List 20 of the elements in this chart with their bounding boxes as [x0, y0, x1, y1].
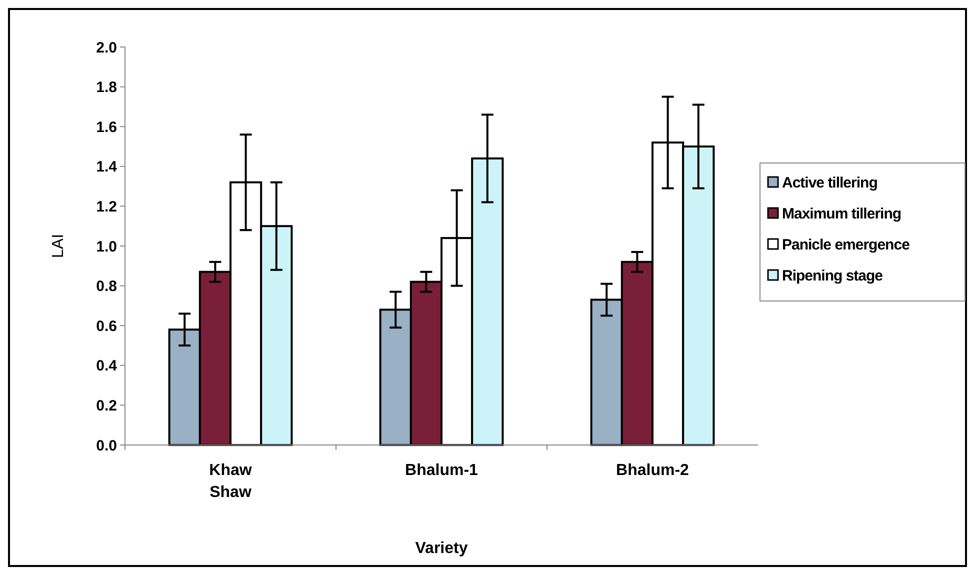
- y-tick-label: 1.4: [96, 158, 118, 176]
- y-tick-label: 2.0: [96, 39, 117, 56]
- x-tick-label: Khaw Shaw: [209, 462, 252, 501]
- y-axis-title: LAI: [50, 234, 67, 258]
- y-tick-label: 0.6: [96, 318, 117, 335]
- y-tick-label: 1.8: [96, 79, 117, 96]
- x-tick-label: Bhalum-2: [616, 462, 690, 479]
- x-axis-title: Variety: [415, 540, 468, 557]
- y-tick-label: 1.6: [96, 118, 117, 136]
- legend-label: Maximum tillering: [782, 205, 902, 222]
- y-tick-label: 0.2: [96, 397, 117, 414]
- y-tick-label: 0.0: [96, 437, 117, 454]
- legend-label: Active tillering: [782, 174, 878, 192]
- y-tick-label: 1.0: [96, 238, 117, 256]
- y-tick-label: 0.4: [96, 358, 118, 375]
- y-tick-label: 0.8: [96, 278, 117, 296]
- x-tick-label: Bhalum-1: [405, 462, 478, 479]
- y-tick-label: 1.2: [96, 198, 117, 216]
- legend-label: Ripening stage: [782, 267, 883, 284]
- legend-label: Panicle emergence: [782, 236, 910, 254]
